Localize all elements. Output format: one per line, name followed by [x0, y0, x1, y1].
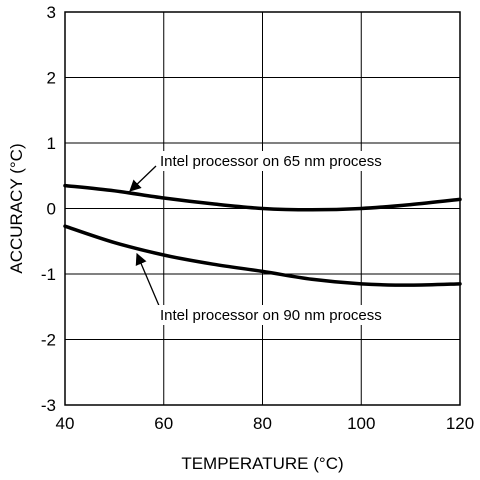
x-tick-label: 120 [446, 414, 474, 433]
y-axis-title: ACCURACY (°C) [7, 143, 26, 273]
annotation-background [158, 305, 384, 325]
series-line-2 [63, 224, 462, 287]
plot-frame [64, 11, 461, 406]
series-layer [63, 183, 462, 287]
y-tick-label: -2 [41, 331, 56, 350]
annotation-label: Intel processor on 65 nm process [160, 153, 382, 170]
series-line-1 [63, 183, 462, 212]
annotation-arrow [135, 252, 161, 309]
x-tick-label: 40 [56, 414, 75, 433]
annotation-label: Intel processor on 90 nm process [160, 307, 382, 324]
x-tick-label: 80 [253, 414, 272, 433]
y-tick-label: -3 [41, 396, 56, 415]
y-tick-label: -1 [41, 265, 56, 284]
x-tick-label: 100 [347, 414, 375, 433]
x-tick-label: 60 [154, 414, 173, 433]
y-tick-label: 0 [47, 200, 56, 219]
annotation-layer: Intel processor on 65 nm process Intel pr… [129, 151, 384, 325]
y-tick-label: 1 [47, 134, 56, 153]
annotation-arrow [129, 165, 157, 192]
y-tick-label: 2 [47, 69, 56, 88]
tick-labels: 40 60 80 100 120 -3 -2 -1 0 1 2 3 [41, 3, 474, 433]
x-axis-title: TEMPERATURE (°C) [181, 454, 343, 473]
annotation-background [158, 151, 384, 171]
y-tick-label: 3 [47, 3, 56, 22]
